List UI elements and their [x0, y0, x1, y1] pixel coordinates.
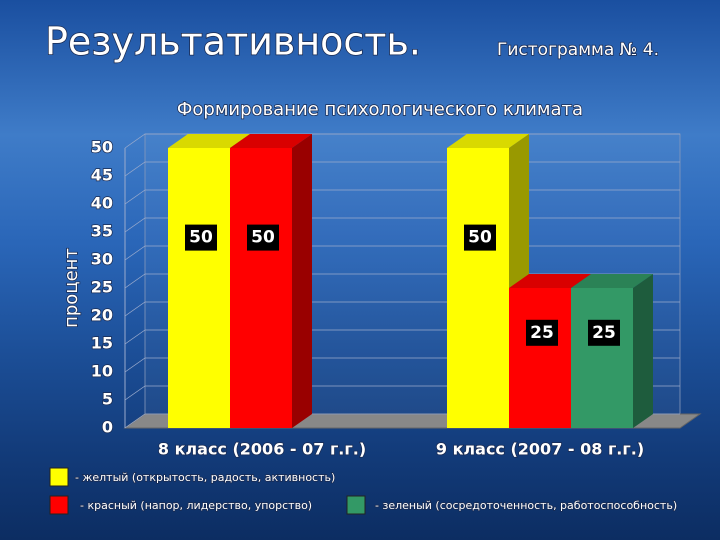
value-label-box	[526, 319, 558, 346]
legend-swatch	[49, 495, 69, 515]
y-tick-label: 20	[91, 306, 113, 325]
bar-top-shade	[168, 134, 250, 148]
bar-top	[571, 274, 653, 288]
y-tick-label: 35	[91, 222, 113, 241]
legend-label: - зеленый (сосредоточенность, работоспос…	[375, 499, 677, 512]
bar-side-shade	[633, 274, 653, 428]
bar	[571, 288, 633, 428]
y-tick-label: 50	[91, 138, 113, 157]
legend-label: - желтый (открытость, радость, активност…	[75, 471, 335, 484]
bar-top	[509, 274, 591, 288]
bar-top-shade	[571, 274, 653, 288]
bar-side-shade	[292, 134, 312, 428]
x-tick-label: 9 класс (2007 - 08 г.г.)	[436, 440, 644, 459]
legend-swatch	[346, 495, 366, 515]
bar	[447, 148, 509, 428]
x-tick-label: 8 класс (2006 - 07 г.г.)	[158, 440, 366, 459]
bar	[509, 288, 571, 428]
bar-side	[292, 134, 312, 428]
y-tick-label: 25	[91, 278, 113, 297]
bar-top-shade	[509, 274, 591, 288]
bar-side	[633, 274, 653, 428]
value-label: 50	[251, 228, 275, 248]
legend-swatch	[49, 467, 69, 487]
y-tick-label: 40	[91, 194, 113, 213]
bar-top-shade	[230, 134, 312, 148]
value-label: 50	[468, 228, 492, 248]
bar	[168, 148, 230, 428]
value-label: 50	[189, 228, 213, 248]
y-tick-label: 30	[91, 250, 113, 269]
value-label-box	[464, 224, 496, 251]
y-axis-label: процент	[61, 248, 82, 328]
chart-title: Формирование психологического климата	[177, 99, 583, 120]
bar-top	[230, 134, 312, 148]
y-tick-label: 15	[91, 334, 113, 353]
slide-title: Результативность.	[45, 20, 421, 64]
value-label-box	[247, 224, 279, 251]
bar	[230, 148, 292, 428]
value-label-box	[588, 319, 620, 346]
bar-top	[447, 134, 529, 148]
bar-top	[168, 134, 250, 148]
legend-label: - красный (напор, лидерство, упорство)	[80, 499, 312, 512]
value-label: 25	[530, 323, 554, 343]
y-tick-label: 0	[102, 418, 113, 437]
y-tick-label: 45	[91, 166, 113, 185]
value-label: 25	[592, 323, 616, 343]
subtitle: Гистограмма № 4.	[497, 40, 659, 60]
value-label-box	[185, 224, 217, 251]
y-tick-label: 10	[91, 362, 113, 381]
bar-top-shade	[447, 134, 529, 148]
y-tick-label: 5	[102, 390, 113, 409]
